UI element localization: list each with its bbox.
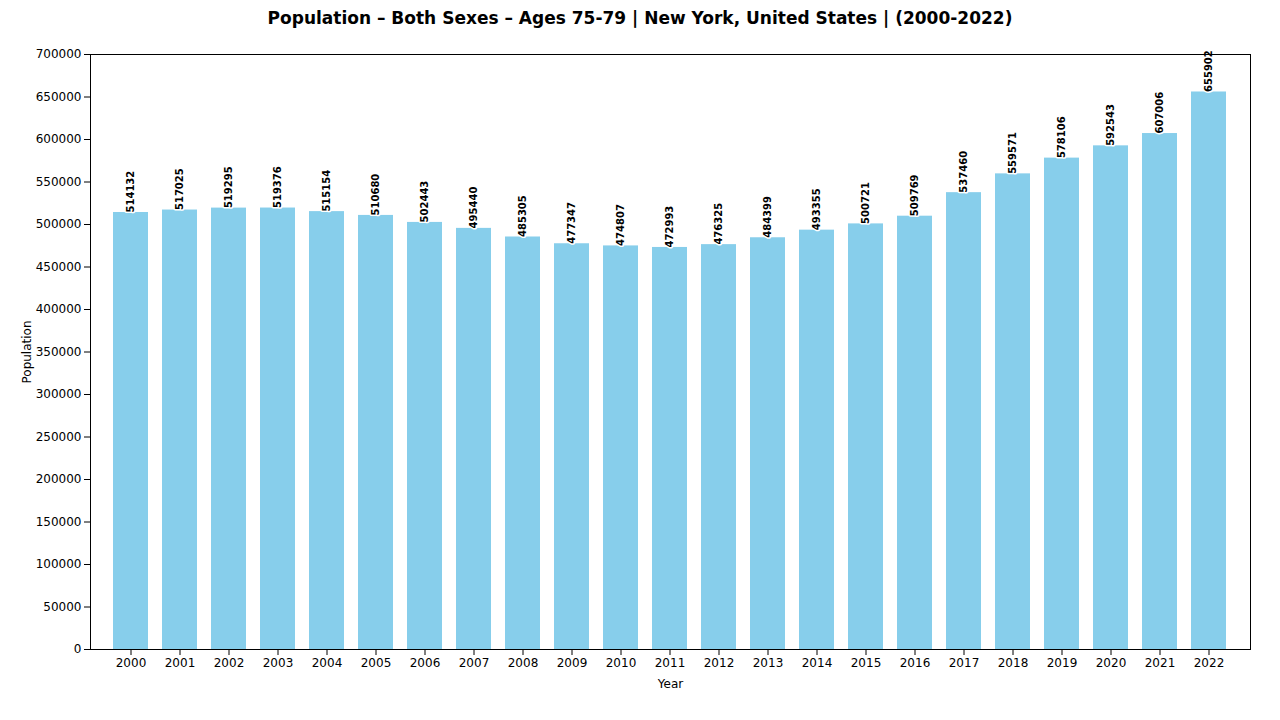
svg-text:2010: 2010 <box>606 656 637 670</box>
svg-text:200000: 200000 <box>36 472 82 486</box>
svg-text:Population: Population <box>20 320 34 383</box>
svg-text:2020: 2020 <box>1096 656 1127 670</box>
svg-text:50000: 50000 <box>43 600 81 614</box>
svg-text:2000: 2000 <box>116 656 147 670</box>
svg-text:607006: 607006 <box>1154 92 1165 134</box>
svg-text:517025: 517025 <box>174 168 185 210</box>
svg-text:2022: 2022 <box>1194 656 1225 670</box>
svg-text:559571: 559571 <box>1007 132 1018 174</box>
svg-text:350000: 350000 <box>36 345 82 359</box>
svg-text:2004: 2004 <box>312 656 343 670</box>
svg-text:2005: 2005 <box>361 656 392 670</box>
svg-text:2014: 2014 <box>802 656 833 670</box>
svg-text:485305: 485305 <box>517 195 528 237</box>
svg-text:578106: 578106 <box>1056 116 1067 158</box>
svg-text:2003: 2003 <box>263 656 294 670</box>
svg-text:519295: 519295 <box>223 166 234 208</box>
svg-text:500721: 500721 <box>860 182 871 224</box>
svg-text:2019: 2019 <box>1047 656 1078 670</box>
svg-text:2012: 2012 <box>704 656 735 670</box>
svg-text:493355: 493355 <box>811 188 822 230</box>
svg-text:2017: 2017 <box>949 656 980 670</box>
svg-text:2001: 2001 <box>165 656 196 670</box>
svg-text:502443: 502443 <box>419 181 430 223</box>
svg-text:484399: 484399 <box>762 196 773 238</box>
svg-text:2007: 2007 <box>459 656 490 670</box>
svg-text:515154: 515154 <box>321 170 332 212</box>
svg-text:2018: 2018 <box>998 656 1029 670</box>
svg-text:100000: 100000 <box>36 557 82 571</box>
svg-text:477347: 477347 <box>566 202 577 244</box>
svg-text:474807: 474807 <box>615 204 626 246</box>
svg-text:537460: 537460 <box>958 151 969 193</box>
svg-text:510680: 510680 <box>370 174 381 216</box>
svg-text:472993: 472993 <box>664 206 675 248</box>
svg-text:2011: 2011 <box>655 656 686 670</box>
svg-text:514132: 514132 <box>125 171 136 213</box>
svg-text:300000: 300000 <box>36 387 82 401</box>
svg-text:2013: 2013 <box>753 656 784 670</box>
svg-text:2006: 2006 <box>410 656 441 670</box>
svg-text:2002: 2002 <box>214 656 245 670</box>
svg-text:450000: 450000 <box>36 260 82 274</box>
svg-text:550000: 550000 <box>36 175 82 189</box>
svg-text:700000: 700000 <box>36 47 82 61</box>
svg-text:2021: 2021 <box>1145 656 1176 670</box>
svg-text:2009: 2009 <box>557 656 588 670</box>
svg-text:495440: 495440 <box>468 187 479 229</box>
svg-text:650000: 650000 <box>36 90 82 104</box>
svg-text:400000: 400000 <box>36 302 82 316</box>
svg-text:0: 0 <box>74 642 82 656</box>
svg-text:250000: 250000 <box>36 430 82 444</box>
svg-text:500000: 500000 <box>36 217 82 231</box>
svg-text:2015: 2015 <box>851 656 882 670</box>
svg-text:655902: 655902 <box>1203 50 1214 92</box>
svg-text:519376: 519376 <box>272 166 283 208</box>
svg-text:150000: 150000 <box>36 515 82 529</box>
svg-text:2008: 2008 <box>508 656 539 670</box>
svg-text:592543: 592543 <box>1105 104 1116 146</box>
svg-text:Year: Year <box>657 677 683 691</box>
html-text:Population – Both Sexes – Ages: Population – Both Sexes – Ages 75-79 | N… <box>267 8 1013 28</box>
svg-text:2016: 2016 <box>900 656 931 670</box>
svg-text:600000: 600000 <box>36 132 82 146</box>
svg-text:509769: 509769 <box>909 174 920 216</box>
svg-text:476325: 476325 <box>713 203 724 245</box>
